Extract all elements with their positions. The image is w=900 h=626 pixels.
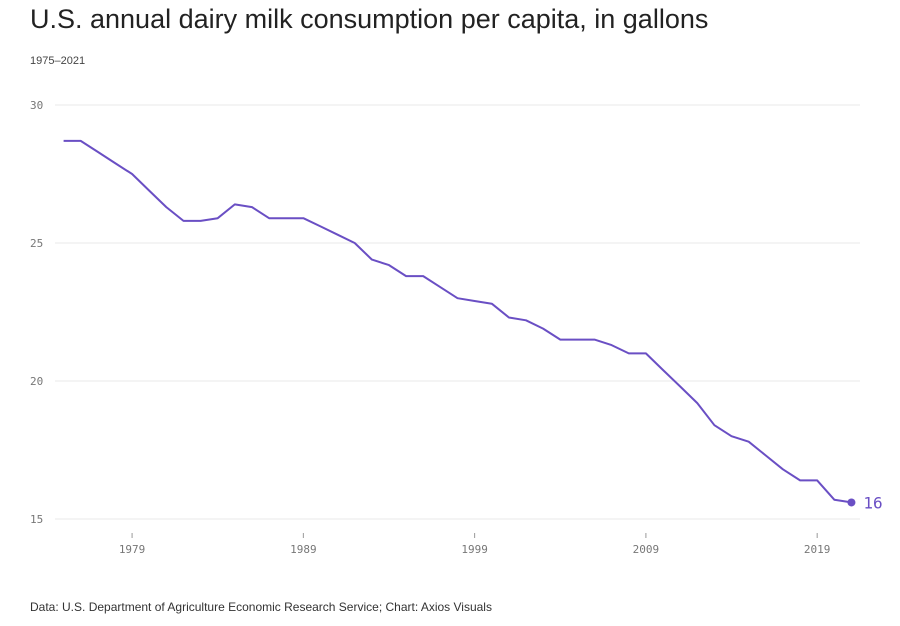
chart-title: U.S. annual dairy milk consumption per c… xyxy=(30,4,709,34)
x-tick-label-2009: 2009 xyxy=(633,543,660,556)
x-tick-label-1979: 1979 xyxy=(119,543,146,556)
y-tick-label-15: 15 xyxy=(30,513,43,526)
end-point-marker xyxy=(847,498,856,507)
source-note: Data: U.S. Department of Agriculture Eco… xyxy=(30,600,492,614)
y-tick-label-25: 25 xyxy=(30,237,43,250)
chart-subtitle: 1975–2021 xyxy=(30,55,86,67)
y-tick-label-20: 20 xyxy=(30,375,43,388)
end-value-label: 16 xyxy=(863,493,882,512)
x-tick-label-2019: 2019 xyxy=(804,543,831,556)
x-axis-ticks: 1979 1989 1999 2009 2019 xyxy=(119,533,831,556)
x-tick-label-1999: 1999 xyxy=(461,543,488,556)
x-tick-label-1989: 1989 xyxy=(290,543,317,556)
series-line-milk-consumption xyxy=(63,139,852,504)
gridlines xyxy=(55,104,860,520)
y-axis-ticks: 30 25 20 15 xyxy=(30,99,43,526)
y-tick-label-30: 30 xyxy=(30,99,43,112)
